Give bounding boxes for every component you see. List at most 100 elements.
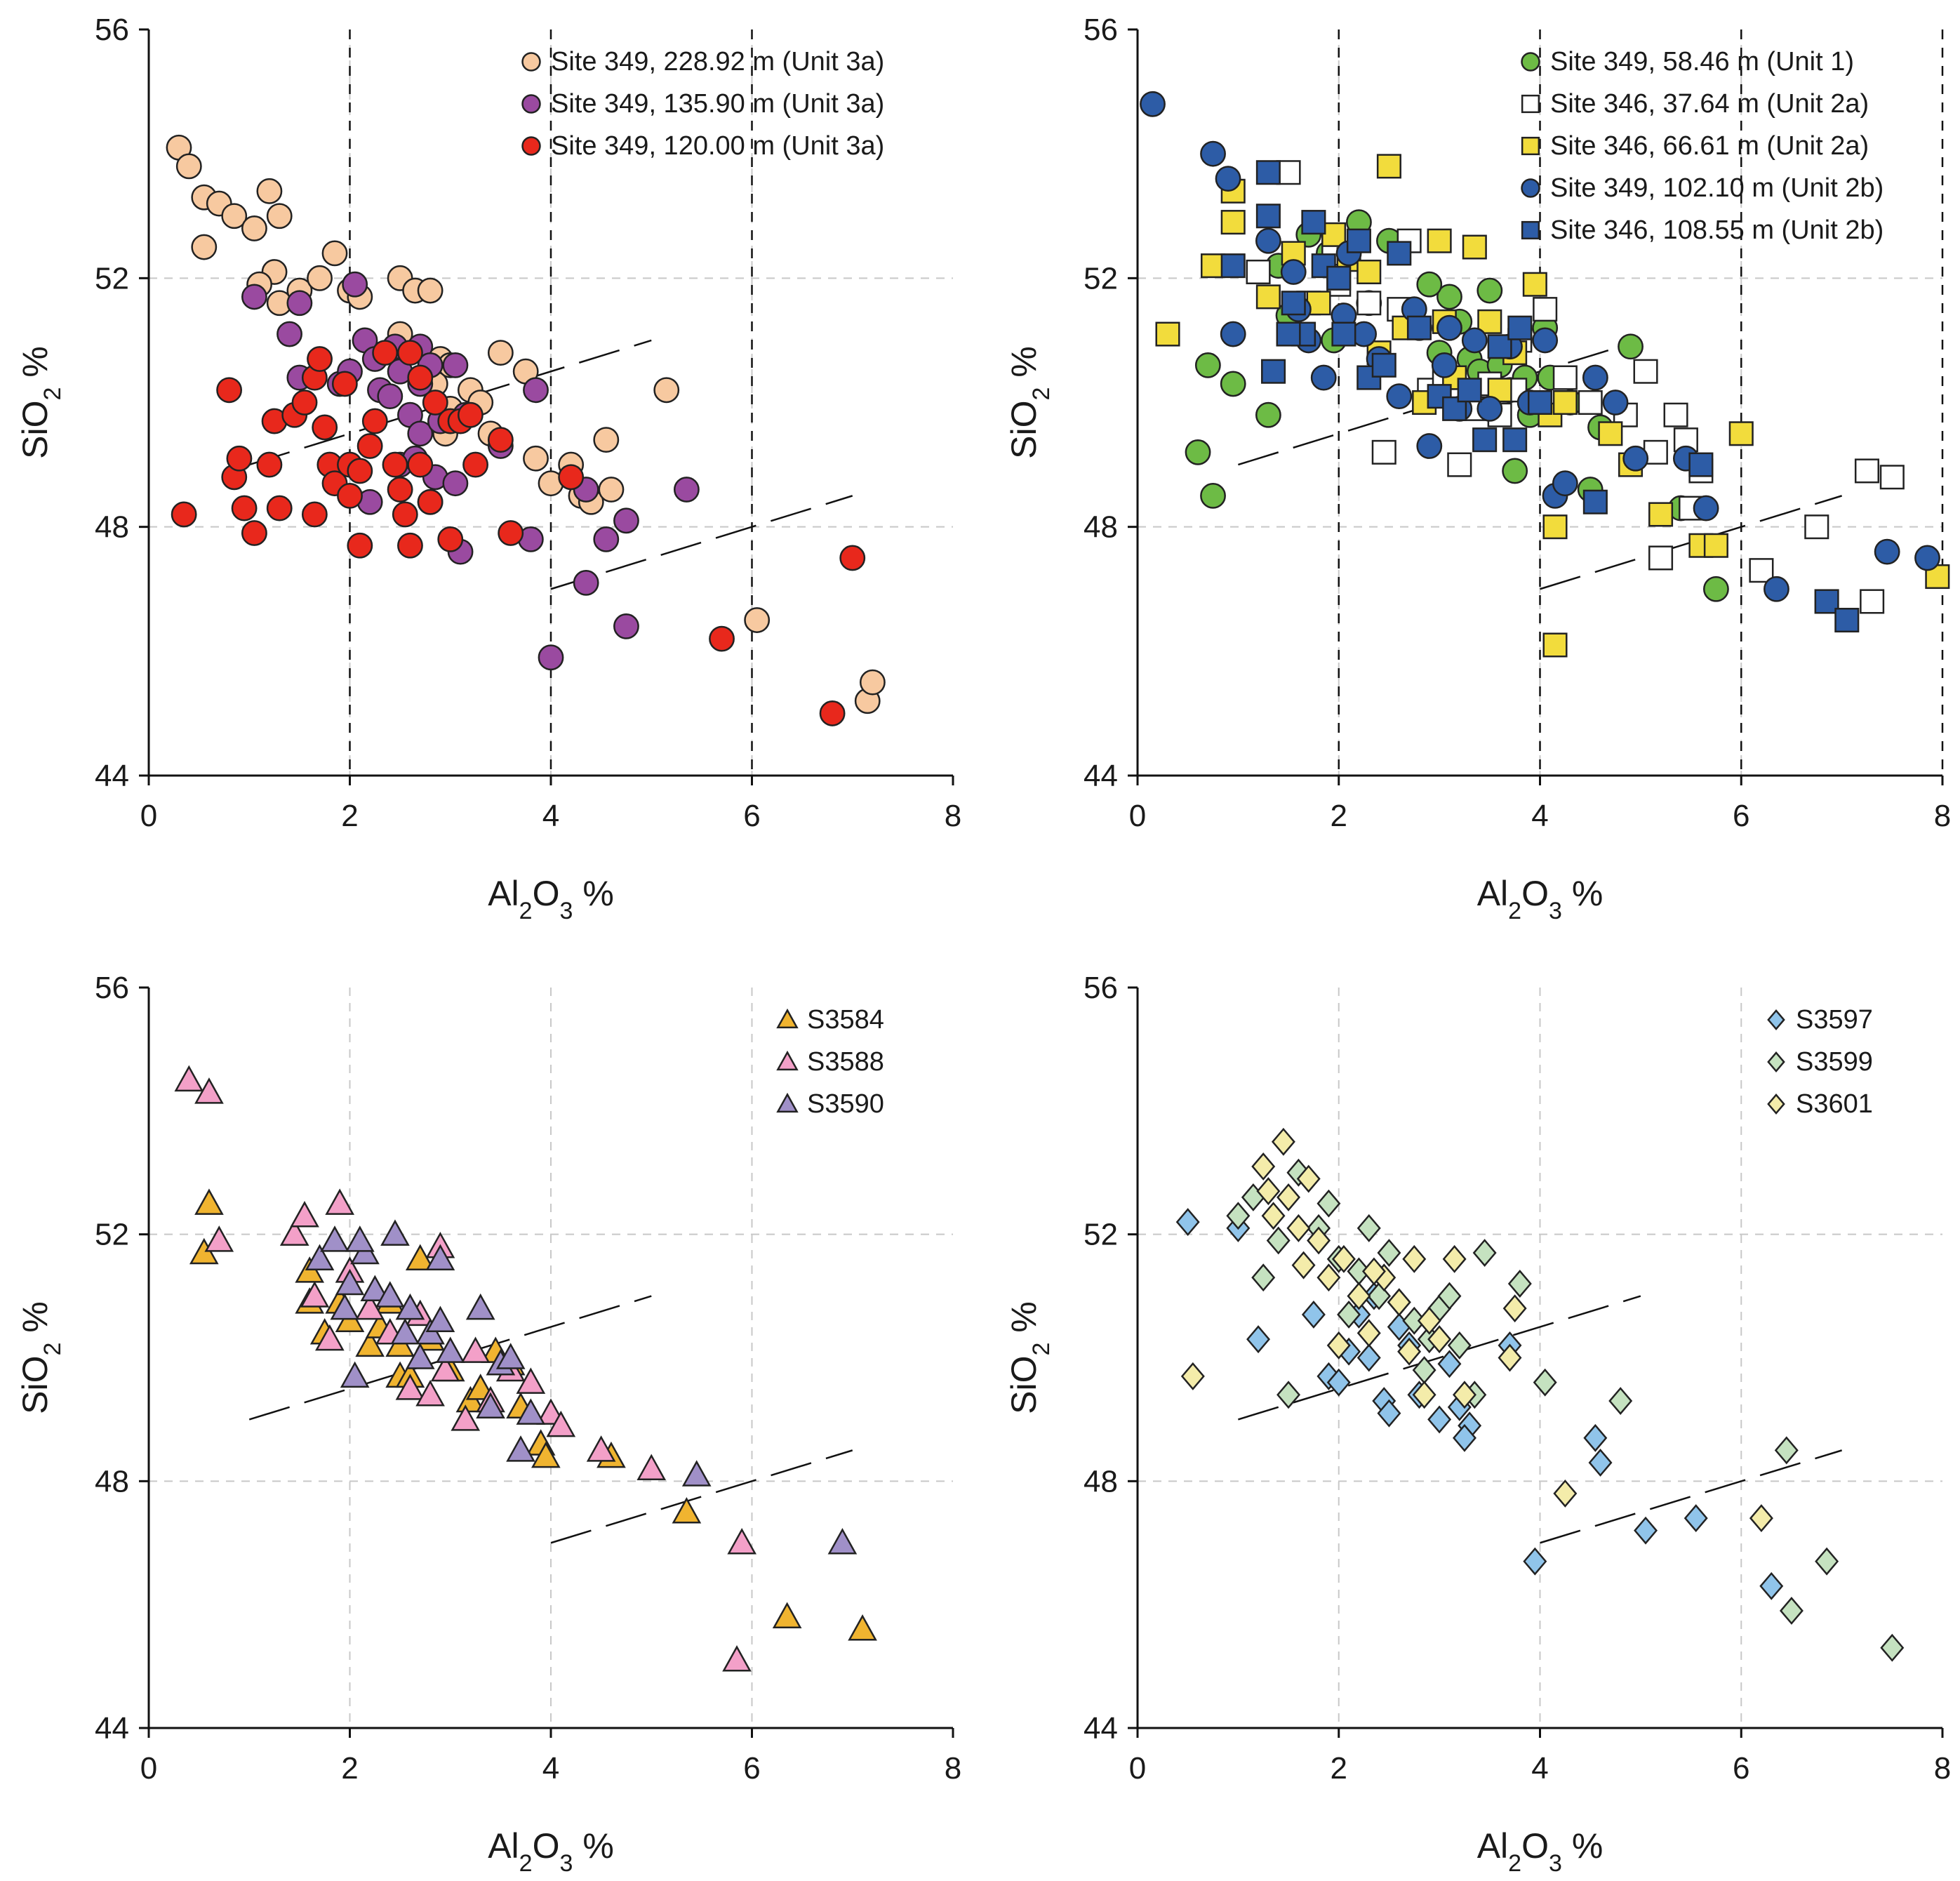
data-point (465, 1293, 495, 1320)
data-point (375, 1281, 405, 1308)
data-point (241, 284, 267, 310)
data-point (1397, 1337, 1422, 1366)
data-point (216, 377, 243, 404)
data-point (1356, 291, 1382, 316)
data-point (171, 501, 197, 528)
scatter-panel-top-left: 44 48 52 56 0 2 4 6 8 Al2O3 % SiO2 % Site 349, 228.… (15, 13, 961, 924)
data-point (1326, 1331, 1351, 1360)
legend-marker (776, 1008, 799, 1029)
data-point (279, 1219, 309, 1246)
data-point (226, 445, 253, 472)
data-point (1447, 452, 1472, 477)
data-point (1608, 1387, 1633, 1416)
data-point (407, 364, 434, 391)
data-point (1276, 1381, 1301, 1409)
data-point (1447, 1331, 1472, 1360)
data-point (1880, 1633, 1905, 1662)
x-tick-label: 8 (945, 799, 961, 833)
data-point (1361, 1257, 1386, 1286)
data-point (1321, 222, 1347, 247)
data-point (1442, 1244, 1467, 1273)
data-point (1522, 272, 1547, 297)
legend-marker (1521, 94, 1540, 114)
data-point (340, 1361, 370, 1388)
data-point (1251, 1152, 1276, 1181)
series-3 (171, 340, 866, 726)
x-tick-label: 0 (140, 1751, 157, 1786)
data-point (387, 477, 413, 503)
legend-marker (521, 94, 541, 114)
reference-line-lower (550, 495, 853, 590)
y-tick-label: 52 (95, 261, 129, 295)
legend-marker (521, 136, 541, 156)
legend-label: S3599 (1796, 1047, 1873, 1077)
data-point (1854, 458, 1879, 484)
data-point (307, 346, 333, 372)
data-point (1815, 1547, 1839, 1576)
x-tick-label: 0 (1129, 1751, 1146, 1786)
data-point (1472, 427, 1498, 453)
data-point (266, 203, 293, 230)
data-point (231, 495, 258, 521)
legend-marker (1767, 1009, 1785, 1031)
data-point (397, 340, 423, 366)
data-point (1276, 1183, 1301, 1211)
legend-marker (1767, 1051, 1785, 1073)
series-2 (174, 1065, 756, 1672)
data-point (1582, 364, 1608, 391)
data-point (321, 240, 348, 267)
data-point (1296, 1164, 1321, 1193)
data-point (442, 352, 469, 378)
data-point (1431, 352, 1458, 378)
data-point (1371, 352, 1396, 378)
data-point (1412, 1356, 1436, 1385)
x-tick-label: 2 (1331, 1751, 1347, 1786)
data-point (1452, 1381, 1476, 1409)
y-tick-label: 44 (1084, 759, 1118, 793)
data-point (722, 1645, 752, 1672)
data-point (256, 178, 283, 204)
data-point (462, 451, 488, 478)
y-tick-label: 48 (95, 510, 129, 545)
data-point (1457, 378, 1482, 403)
x-tick-label: 6 (743, 1751, 760, 1786)
data-point (194, 1077, 224, 1104)
data-point (1648, 502, 1674, 527)
data-point (1316, 1189, 1341, 1218)
data-point (417, 277, 444, 304)
legend-label: Site 346, 66.61 m (Unit 2a) (1550, 131, 1869, 161)
data-point (523, 445, 549, 472)
data-point (1925, 564, 1950, 590)
data-point (1255, 204, 1281, 229)
data-point (531, 1441, 561, 1468)
data-point (330, 1293, 360, 1320)
data-point (1356, 365, 1382, 390)
x-tick-label: 6 (743, 799, 760, 833)
y-tick-label: 44 (95, 759, 129, 793)
data-point (1834, 608, 1860, 633)
data-point (709, 625, 735, 652)
data-point (1814, 589, 1839, 614)
data-point (1759, 1571, 1784, 1600)
data-point (1220, 253, 1246, 279)
data-point (305, 1244, 335, 1271)
series-5 (1220, 160, 1860, 633)
data-point (1622, 445, 1649, 472)
legend-label: Site 349, 120.00 m (Unit 3a) (551, 131, 884, 161)
x-tick-label: 8 (1934, 1751, 1951, 1786)
data-point (1728, 421, 1754, 446)
data-point (1749, 1504, 1773, 1533)
data-point (1779, 1596, 1804, 1625)
legend: S3597 S3599 S3601 (1767, 1005, 1873, 1119)
data-point (495, 1343, 526, 1369)
data-point (356, 433, 383, 459)
data-point (1356, 259, 1382, 285)
x-axis-label: Al2O3 % (488, 1826, 614, 1877)
data-point (1220, 371, 1246, 397)
legend-marker (1521, 52, 1540, 72)
data-point (1874, 538, 1900, 565)
data-point (1371, 439, 1396, 465)
data-point (1502, 1294, 1527, 1323)
y-tick-label: 56 (95, 971, 129, 1005)
data-point (457, 401, 484, 428)
